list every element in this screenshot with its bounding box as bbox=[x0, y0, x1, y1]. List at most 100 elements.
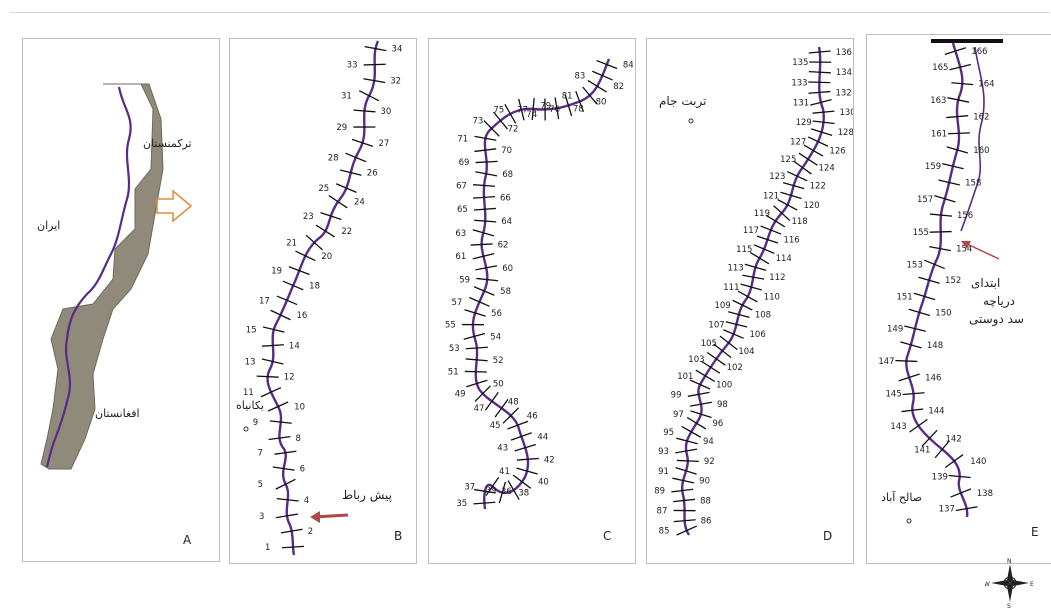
section-number: 40 bbox=[538, 478, 549, 488]
section-number: 84 bbox=[623, 61, 634, 71]
cross-section-line bbox=[808, 90, 831, 94]
cross-section-line bbox=[269, 420, 292, 424]
cross-section-line bbox=[516, 457, 539, 461]
cross-section-line bbox=[270, 309, 291, 321]
cross-section-line bbox=[756, 235, 779, 244]
cross-section-line bbox=[808, 50, 831, 54]
start-arrow-head bbox=[310, 511, 320, 523]
section-number: 31 bbox=[341, 92, 352, 102]
cross-section-line bbox=[950, 488, 972, 498]
label-afghanistan: افغانستان bbox=[95, 407, 140, 420]
cross-section-line bbox=[473, 184, 496, 187]
section-number: 28 bbox=[328, 153, 339, 163]
satellite-strip bbox=[40, 83, 164, 470]
cross-section-line bbox=[929, 213, 952, 217]
cross-section-line bbox=[929, 230, 952, 233]
section-number: 78 bbox=[573, 104, 584, 114]
cross-section-line bbox=[315, 224, 336, 238]
cross-section-line bbox=[773, 205, 791, 222]
section-number: 133 bbox=[791, 78, 807, 88]
panel-b-letter: B bbox=[394, 529, 403, 543]
section-number: 159 bbox=[925, 162, 941, 172]
cross-section-line bbox=[929, 245, 952, 252]
cross-section-line bbox=[673, 498, 696, 503]
section-numbers-e: 166 165 164 163 162 161 160 159 158 157 156 155 154 1… bbox=[878, 47, 994, 515]
section-number: 124 bbox=[819, 164, 835, 174]
label-iran: ایران bbox=[37, 219, 60, 232]
section-number: 120 bbox=[803, 201, 819, 211]
cross-section-line bbox=[261, 344, 284, 347]
section-number: 160 bbox=[973, 146, 989, 156]
section-number: 113 bbox=[727, 263, 743, 273]
section-number: 97 bbox=[673, 410, 684, 420]
cross-section-line bbox=[798, 152, 818, 166]
cross-section-line bbox=[723, 329, 744, 339]
label-dam-line1: ابتدای bbox=[971, 276, 1000, 290]
section-number: 106 bbox=[750, 330, 766, 340]
section-number: 162 bbox=[973, 113, 989, 123]
section-number: 50 bbox=[493, 380, 504, 390]
cross-section-line bbox=[810, 98, 832, 106]
section-number: 51 bbox=[448, 368, 459, 378]
cross-section-line bbox=[689, 379, 711, 390]
section-number: 80 bbox=[596, 98, 607, 108]
cross-section-line bbox=[934, 440, 950, 459]
section-number: 108 bbox=[755, 311, 771, 321]
cross-section-line bbox=[261, 358, 284, 365]
section-number: 56 bbox=[491, 309, 502, 319]
section-number: 3 bbox=[259, 512, 264, 522]
cross-section-line bbox=[470, 243, 493, 246]
cross-section-line bbox=[363, 78, 386, 84]
cross-section-line bbox=[281, 545, 305, 549]
cross-section-line bbox=[268, 435, 291, 441]
cross-section-line bbox=[671, 488, 694, 493]
section-number: 126 bbox=[829, 147, 845, 157]
section-number: 136 bbox=[836, 48, 852, 58]
cross-section-line bbox=[472, 252, 495, 260]
cross-section-line bbox=[908, 308, 931, 317]
cross-section-line bbox=[464, 370, 487, 373]
section-number: 59 bbox=[459, 276, 470, 286]
label-start: پیش رباط bbox=[342, 488, 392, 503]
section-number: 98 bbox=[717, 400, 728, 410]
label-turkmenistan: ترکمنستان bbox=[143, 137, 192, 150]
cross-section-line bbox=[676, 437, 698, 445]
section-number: 122 bbox=[810, 182, 826, 192]
cross-section-line bbox=[947, 132, 970, 135]
cross-section-line bbox=[812, 120, 835, 125]
cross-section-line bbox=[913, 292, 936, 301]
section-number: 10 bbox=[294, 403, 305, 413]
cross-section-line bbox=[466, 379, 488, 388]
section-number: 30 bbox=[380, 107, 391, 117]
label-town-e: صالح آباد bbox=[881, 490, 922, 504]
cross-section-line bbox=[475, 265, 498, 271]
cross-section-line bbox=[719, 335, 738, 351]
cross-section-line bbox=[276, 513, 298, 519]
compass-e: E bbox=[1030, 581, 1034, 588]
section-number: 47 bbox=[474, 404, 485, 414]
cross-section-line bbox=[485, 477, 500, 496]
cross-section-line bbox=[476, 277, 499, 282]
section-number: 18 bbox=[309, 281, 320, 291]
section-number: 45 bbox=[490, 421, 501, 431]
cross-section-line bbox=[918, 276, 940, 284]
cross-section-line bbox=[339, 169, 362, 176]
cross-section-line bbox=[900, 341, 922, 349]
cross-section-line bbox=[898, 373, 920, 382]
cross-section-line bbox=[690, 401, 712, 407]
cross-section-line bbox=[498, 481, 507, 504]
cross-section-line bbox=[803, 144, 824, 157]
cross-section-line bbox=[713, 343, 732, 359]
cross-section-line bbox=[305, 234, 323, 251]
section-number: 81 bbox=[562, 91, 573, 101]
section-number: 128 bbox=[838, 128, 853, 138]
cross-section-line bbox=[256, 375, 279, 378]
cross-section-line bbox=[473, 207, 496, 211]
section-number: 37 bbox=[464, 482, 475, 492]
cross-section-line bbox=[777, 199, 798, 211]
section-number: 157 bbox=[917, 195, 933, 205]
panel-c: 84 83 82 81 80 79 78 77 76 75 74 73 72 71 70 69 68 67 66 65… bbox=[428, 38, 636, 564]
cross-section-line bbox=[725, 321, 748, 328]
section-number: 63 bbox=[455, 229, 466, 239]
section-number: 161 bbox=[931, 129, 947, 139]
